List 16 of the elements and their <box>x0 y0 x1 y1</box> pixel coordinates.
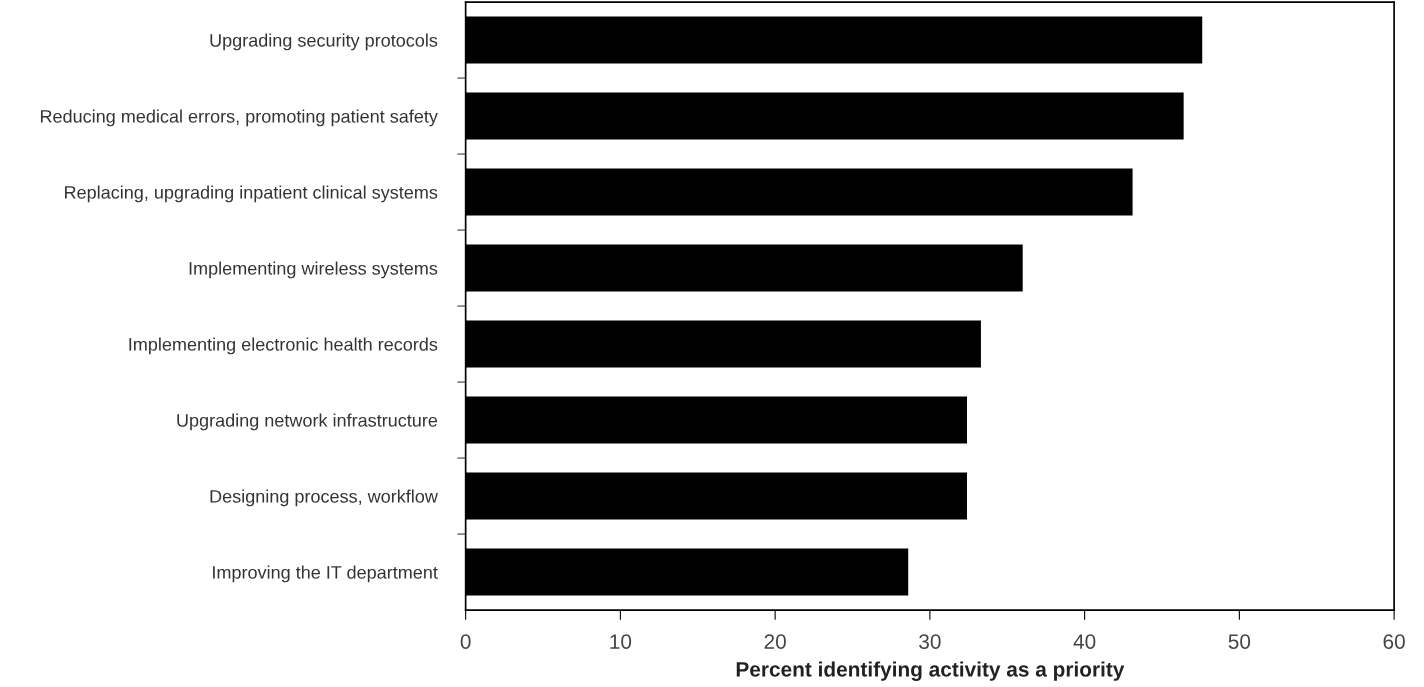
y-tick-label: Upgrading security protocols <box>210 33 438 51</box>
y-tick-label: Implementing wireless systems <box>189 261 438 279</box>
x-axis-title: Percent identifying activity as a priority <box>736 661 1125 681</box>
x-tick-label: 60 <box>1383 634 1405 649</box>
x-tick-label: 0 <box>460 634 471 649</box>
x-tick-label: 50 <box>1228 634 1251 649</box>
y-tick-label: Replacing, upgrading inpatient clinical systems <box>65 185 438 203</box>
x-tick-label: 30 <box>919 634 941 649</box>
x-tick-label: 40 <box>1073 634 1096 649</box>
y-tick-label: Upgrading network infrastructure <box>177 413 438 431</box>
y-tick-label: Improving the IT department <box>213 565 438 583</box>
y-tick-label: Reducing medical errors, promoting patient safety <box>40 109 438 127</box>
y-tick-label: Implementing electronic health records <box>129 337 438 355</box>
y-tick-label: Designing process, workflow <box>210 489 438 507</box>
x-tick-label: 10 <box>610 634 632 649</box>
x-tick-label: 20 <box>764 634 786 649</box>
